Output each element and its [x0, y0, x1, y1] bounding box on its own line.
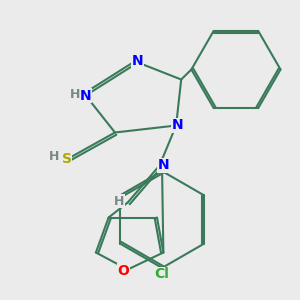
Text: H: H: [114, 194, 125, 208]
Text: N: N: [172, 118, 183, 133]
Text: N: N: [158, 158, 170, 172]
Text: N: N: [80, 88, 92, 103]
Text: O: O: [117, 264, 129, 278]
Text: H: H: [70, 88, 81, 100]
Text: H: H: [49, 150, 59, 163]
Text: N: N: [132, 54, 144, 68]
Text: Cl: Cl: [155, 268, 170, 281]
Text: S: S: [61, 152, 72, 167]
